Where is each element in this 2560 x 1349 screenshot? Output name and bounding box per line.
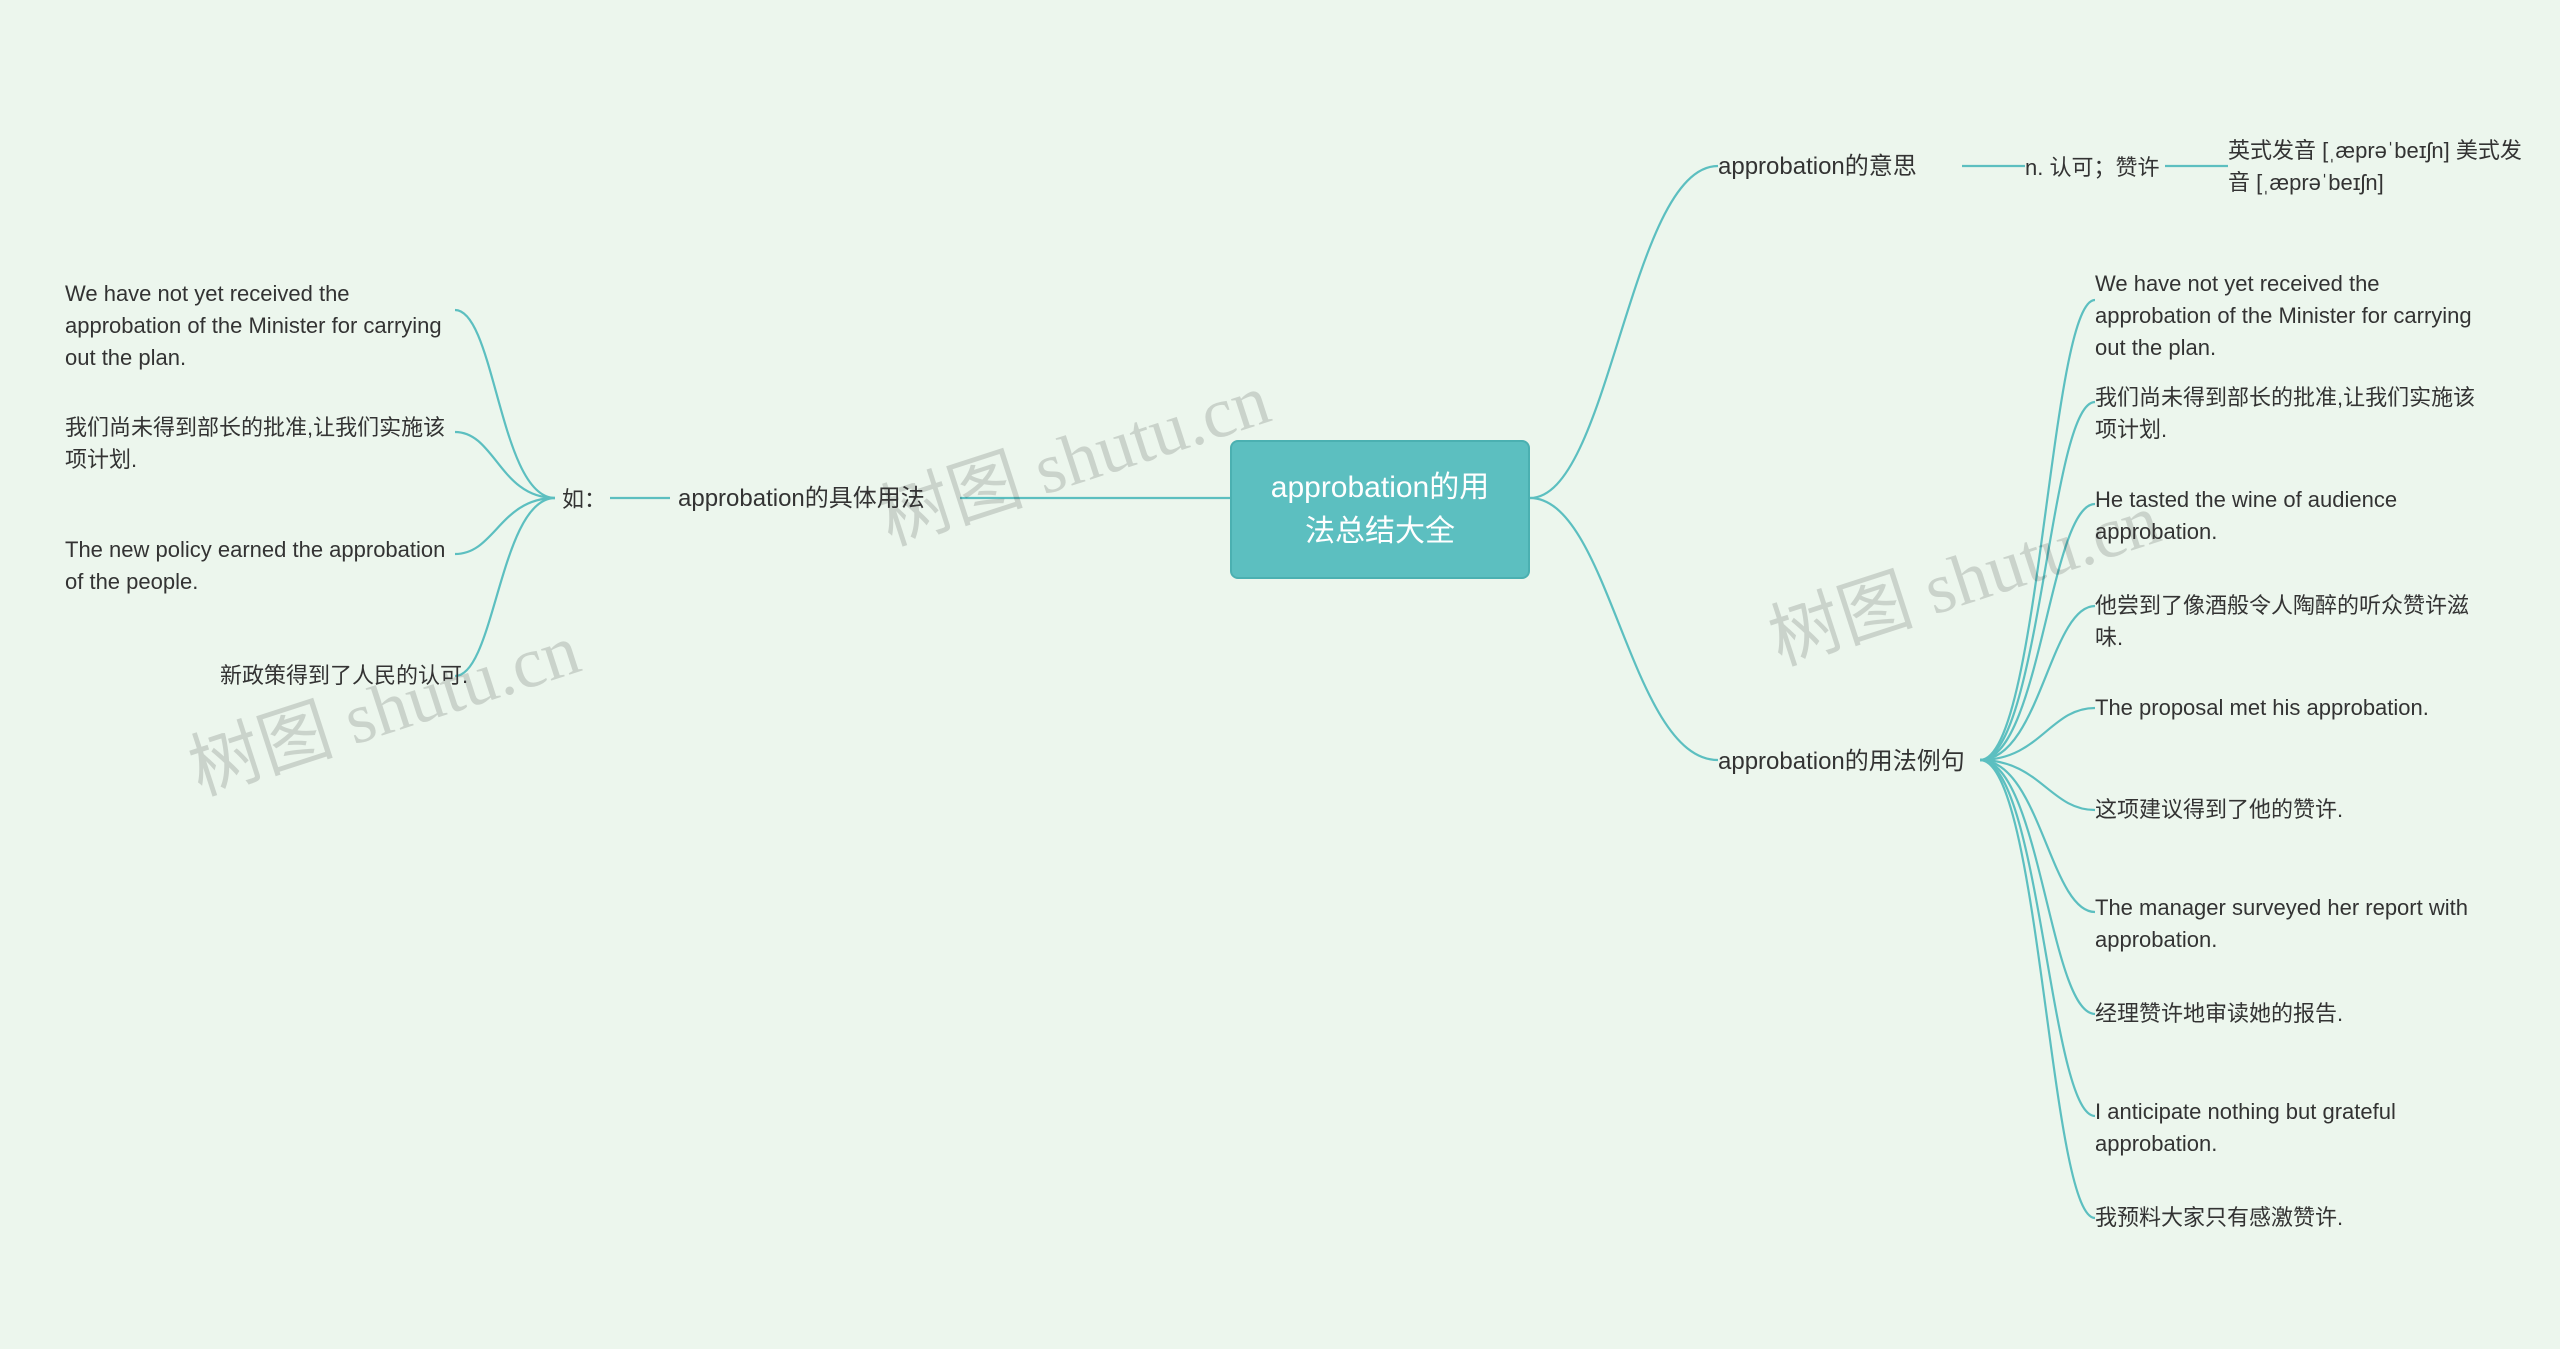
- example-text: I anticipate nothing but grateful approb…: [2095, 1099, 2396, 1156]
- example-item: The proposal met his approbation.: [2095, 692, 2429, 724]
- usage-text: We have not yet received the approbation…: [65, 281, 442, 370]
- watermark: 树图 shutu.cn: [174, 590, 591, 815]
- branch-usage-label: approbation的具体用法: [678, 485, 925, 512]
- usage-sub: 如：: [562, 484, 606, 516]
- example-item: 经理赞许地审读她的报告.: [2095, 998, 2343, 1030]
- usage-sub-text: 如：: [562, 487, 606, 512]
- example-text: We have not yet received the approbation…: [2095, 271, 2472, 360]
- root-label: approbation的用法总结大全: [1271, 471, 1489, 548]
- meaning-def-text: n. 认可；赞许: [2025, 155, 2159, 180]
- example-text: He tasted the wine of audience approbati…: [2095, 487, 2397, 544]
- branch-meaning-label: approbation的意思: [1718, 153, 1917, 180]
- usage-text: 新政策得到了人民的认可.: [220, 663, 468, 688]
- branch-meaning: approbation的意思: [1718, 150, 1917, 185]
- usage-item: 我们尚未得到部长的批准,让我们实施该项计划.: [65, 412, 455, 476]
- example-item: 我预料大家只有感激赞许.: [2095, 1202, 2343, 1234]
- example-item: 他尝到了像酒般令人陶醉的听众赞许滋味.: [2095, 590, 2495, 654]
- meaning-pron-text: 英式发音 [ˌæprəˈbeɪʃn] 美式发音 [ˌæprəˈbeɪʃn]: [2228, 138, 2522, 195]
- meaning-pron: 英式发音 [ˌæprəˈbeɪʃn] 美式发音 [ˌæprəˈbeɪʃn]: [2228, 135, 2538, 199]
- example-text: 这项建议得到了他的赞许.: [2095, 797, 2343, 822]
- branch-usage: approbation的具体用法: [678, 482, 925, 517]
- usage-item: We have not yet received the approbation…: [65, 278, 455, 374]
- example-text: 我预料大家只有感激赞许.: [2095, 1205, 2343, 1230]
- root-node: approbation的用法总结大全: [1230, 440, 1530, 579]
- example-text: 他尝到了像酒般令人陶醉的听众赞许滋味.: [2095, 593, 2469, 650]
- example-text: 我们尚未得到部长的批准,让我们实施该项计划.: [2095, 385, 2475, 442]
- example-text: 经理赞许地审读她的报告.: [2095, 1001, 2343, 1026]
- example-item: 这项建议得到了他的赞许.: [2095, 794, 2343, 826]
- example-text: The manager surveyed her report with app…: [2095, 895, 2468, 952]
- branch-examples: approbation的用法例句: [1718, 745, 1965, 780]
- example-item: We have not yet received the approbation…: [2095, 268, 2495, 364]
- example-text: The proposal met his approbation.: [2095, 695, 2429, 720]
- usage-item: 新政策得到了人民的认可.: [220, 660, 468, 692]
- watermark: 树图 shutu.cn: [864, 340, 1281, 565]
- example-item: The manager surveyed her report with app…: [2095, 892, 2495, 956]
- usage-text: The new policy earned the approbation of…: [65, 537, 445, 594]
- branch-examples-label: approbation的用法例句: [1718, 748, 1965, 775]
- example-item: 我们尚未得到部长的批准,让我们实施该项计划.: [2095, 382, 2495, 446]
- usage-item: The new policy earned the approbation of…: [65, 534, 455, 598]
- example-item: He tasted the wine of audience approbati…: [2095, 484, 2495, 548]
- meaning-def: n. 认可；赞许: [2025, 152, 2159, 184]
- usage-text: 我们尚未得到部长的批准,让我们实施该项计划.: [65, 415, 445, 472]
- mindmap-canvas: 树图 shutu.cn 树图 shutu.cn 树图 shutu.cn appr…: [0, 0, 2560, 1349]
- example-item: I anticipate nothing but grateful approb…: [2095, 1096, 2495, 1160]
